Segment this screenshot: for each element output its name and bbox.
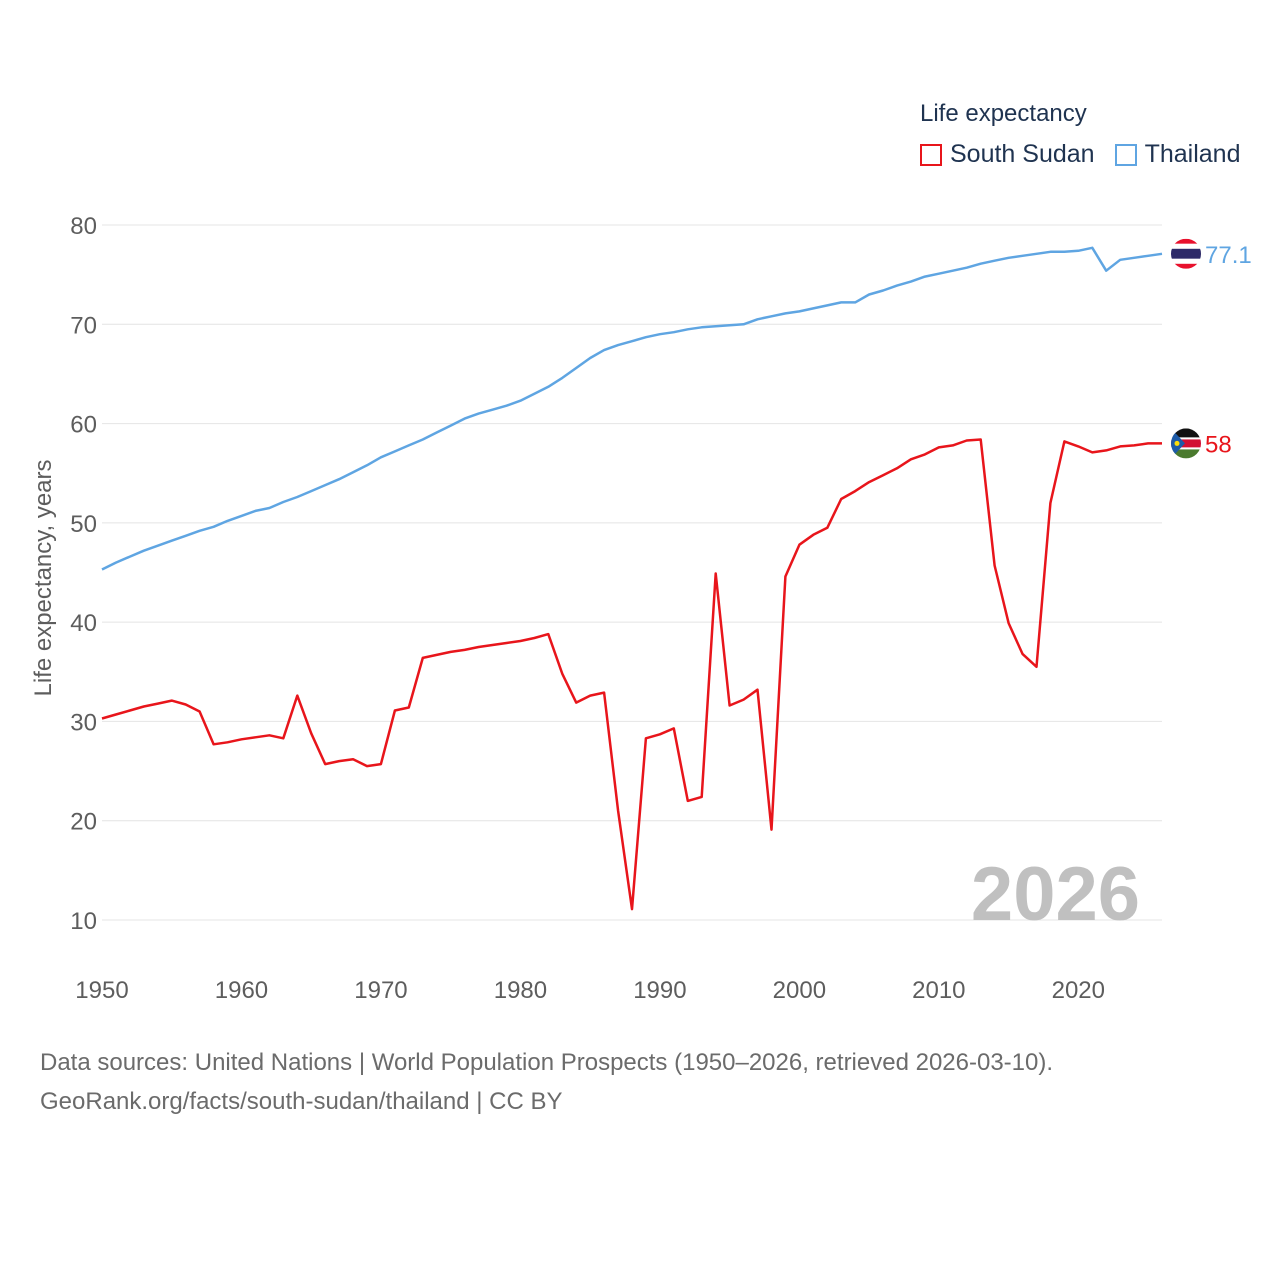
year-watermark: 2026 [971, 852, 1140, 937]
end-value-label-south-sudan: 58 [1205, 431, 1232, 458]
footer: Data sources: United Nations | World Pop… [40, 1043, 1053, 1121]
x-tick-label-2010: 2010 [912, 977, 965, 1004]
x-tick-label-1980: 1980 [494, 977, 547, 1004]
x-tick-label-1970: 1970 [354, 977, 407, 1004]
y-tick-label-10: 10 [70, 908, 97, 935]
legend: Life expectancy South Sudan Thailand [920, 100, 1240, 169]
y-tick-label-50: 50 [70, 511, 97, 538]
y-tick-label-70: 70 [70, 312, 97, 339]
y-tick-label-40: 40 [70, 610, 97, 637]
legend-label-south-sudan: South Sudan [950, 140, 1095, 168]
thailand-flag-icon [1171, 238, 1201, 269]
x-tick-label-1990: 1990 [633, 977, 686, 1004]
legend-swatch-thailand [1114, 143, 1137, 166]
x-tick-label-2020: 2020 [1052, 977, 1105, 1004]
y-axis-label: Life expectancy, years [30, 459, 57, 696]
x-tick-label-1960: 1960 [215, 977, 268, 1004]
legend-item-thailand[interactable]: Thailand [1114, 140, 1241, 169]
y-tick-label-60: 60 [70, 412, 97, 439]
legend-label-thailand: Thailand [1144, 140, 1241, 168]
x-tick-label-1950: 1950 [75, 977, 128, 1004]
y-tick-label-20: 20 [70, 809, 97, 836]
footer-source: Data sources: United Nations | World Pop… [40, 1049, 1054, 1076]
end-value-label-thailand: 77.1 [1205, 242, 1252, 269]
legend-item-south-sudan[interactable]: South Sudan [920, 140, 1095, 169]
series-line-thailand [101, 246, 1163, 571]
y-tick-label-30: 30 [70, 709, 97, 736]
x-tick-label-2000: 2000 [773, 977, 826, 1004]
y-tick-label-80: 80 [70, 213, 97, 240]
legend-title: Life expectancy [920, 100, 1087, 127]
south-sudan-flag-icon [1171, 428, 1201, 459]
legend-swatch-south-sudan [920, 143, 942, 166]
footer-attribution[interactable]: GeoRank.org/facts/south-sudan/thailand |… [40, 1088, 563, 1115]
series-line-south-sudan [101, 438, 1162, 911]
